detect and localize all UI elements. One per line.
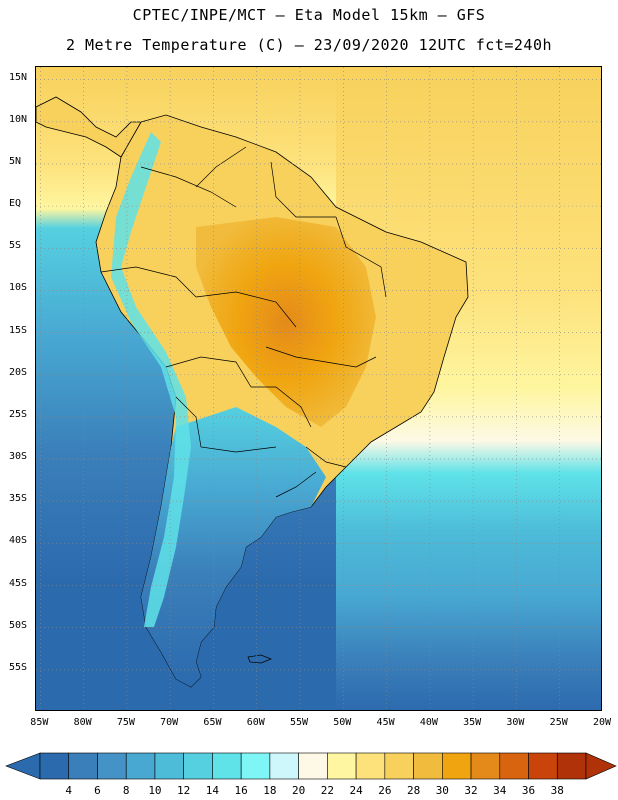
colorbar-box bbox=[413, 752, 443, 780]
latitude-label: 55S bbox=[9, 661, 28, 673]
longitude-label: 80W bbox=[73, 717, 92, 728]
latitude-label: 45S bbox=[9, 577, 28, 589]
colorbar-box bbox=[499, 752, 529, 780]
colorbar-box bbox=[212, 752, 242, 780]
latitude-label: 25S bbox=[9, 408, 28, 420]
longitude-label: 35W bbox=[463, 717, 482, 728]
latitude-label: 10N bbox=[9, 113, 28, 125]
latitude-label: 15S bbox=[9, 324, 28, 336]
colorbar-tick-label: 26 bbox=[378, 784, 392, 797]
longitude-label: 45W bbox=[376, 717, 395, 728]
colorbar-box bbox=[355, 752, 386, 780]
colorbar-tick-label: 32 bbox=[464, 784, 478, 797]
andes-cold-ridge bbox=[111, 132, 191, 627]
longitude-label: 40W bbox=[419, 717, 438, 728]
colorbar-tick-label: 38 bbox=[550, 784, 564, 797]
temperature-colorbar bbox=[5, 752, 617, 780]
longitude-label: 60W bbox=[246, 717, 265, 728]
longitude-label: 25W bbox=[549, 717, 568, 728]
lat-lon-grid bbox=[36, 67, 601, 710]
country-borders bbox=[100, 146, 387, 498]
colorbar-box bbox=[154, 752, 184, 780]
colorbar-under-arrow bbox=[5, 752, 41, 780]
colorbar-tick-label: 8 bbox=[122, 784, 130, 797]
colorbar-over-arrow bbox=[585, 752, 617, 780]
colorbar-box bbox=[556, 752, 587, 780]
temperature-map bbox=[35, 66, 602, 711]
map-canvas bbox=[36, 67, 601, 710]
colorbar-box bbox=[327, 752, 357, 780]
colorbar-tick-label: 28 bbox=[406, 784, 421, 797]
latitude-label: 35S bbox=[9, 493, 28, 505]
colorbar-tick-label: 18 bbox=[263, 784, 277, 797]
colorbar-box bbox=[97, 752, 127, 780]
falkland-islands bbox=[247, 654, 272, 664]
colorbar-tick-label: 22 bbox=[320, 784, 334, 797]
latitude-label: 5S bbox=[9, 240, 22, 252]
colorbar-box bbox=[528, 752, 558, 780]
colorbar-tick-label: 20 bbox=[292, 784, 306, 797]
latitude-label: 30S bbox=[9, 451, 28, 463]
colorbar-box bbox=[39, 752, 70, 780]
latitude-label: 10S bbox=[9, 282, 28, 294]
colorbar-box bbox=[183, 752, 213, 780]
central-america-landmass bbox=[36, 96, 142, 158]
longitude-label: 70W bbox=[160, 717, 179, 728]
longitude-label: 55W bbox=[289, 717, 309, 728]
brazil-hot-region bbox=[196, 217, 376, 427]
colorbar-box bbox=[68, 752, 98, 780]
colorbar-tick-label: 34 bbox=[493, 784, 507, 797]
colorbar-tick-label: 10 bbox=[148, 784, 162, 797]
latitude-label: EQ bbox=[9, 198, 22, 210]
colorbar-box bbox=[269, 752, 299, 780]
colorbar-tick-label: 6 bbox=[94, 784, 101, 797]
colorbar-tick-label: 30 bbox=[435, 784, 449, 797]
colorbar-box bbox=[384, 752, 414, 780]
colorbar-tick-label: 36 bbox=[521, 784, 536, 797]
map-title-line-2: 2 Metre Temperature (C) – 23/09/2020 12U… bbox=[65, 36, 553, 54]
map-title-line-1: CPTEC/INPE/MCT – Eta Model 15km – GFS bbox=[132, 6, 486, 24]
latitude-label: 40S bbox=[9, 535, 28, 547]
longitude-label: 30W bbox=[506, 717, 525, 728]
latitude-label: 5N bbox=[9, 155, 22, 167]
longitude-label: 75W bbox=[116, 717, 135, 728]
colorbar-tick-label: 12 bbox=[177, 784, 191, 797]
colorbar-tick-label: 16 bbox=[234, 784, 248, 797]
longitude-label: 50W bbox=[333, 717, 352, 728]
latitude-label: 50S bbox=[9, 619, 28, 631]
colorbar-tick-label: 14 bbox=[205, 784, 220, 797]
colorbar-box bbox=[298, 752, 328, 780]
colorbar-box bbox=[240, 752, 271, 780]
colorbar-box bbox=[470, 752, 501, 780]
latitude-label: 20S bbox=[9, 366, 28, 378]
latitude-label: 15N bbox=[9, 71, 28, 83]
longitude-label: 85W bbox=[30, 717, 49, 728]
colorbar-tick-label: 4 bbox=[65, 784, 73, 797]
colorbar-box bbox=[442, 752, 472, 780]
colorbar-box bbox=[125, 752, 156, 780]
longitude-label: 65W bbox=[203, 717, 222, 728]
colorbar-tick-label: 24 bbox=[349, 784, 363, 797]
longitude-label: 20W bbox=[592, 717, 612, 728]
southern-cone-cool-region bbox=[141, 407, 326, 687]
